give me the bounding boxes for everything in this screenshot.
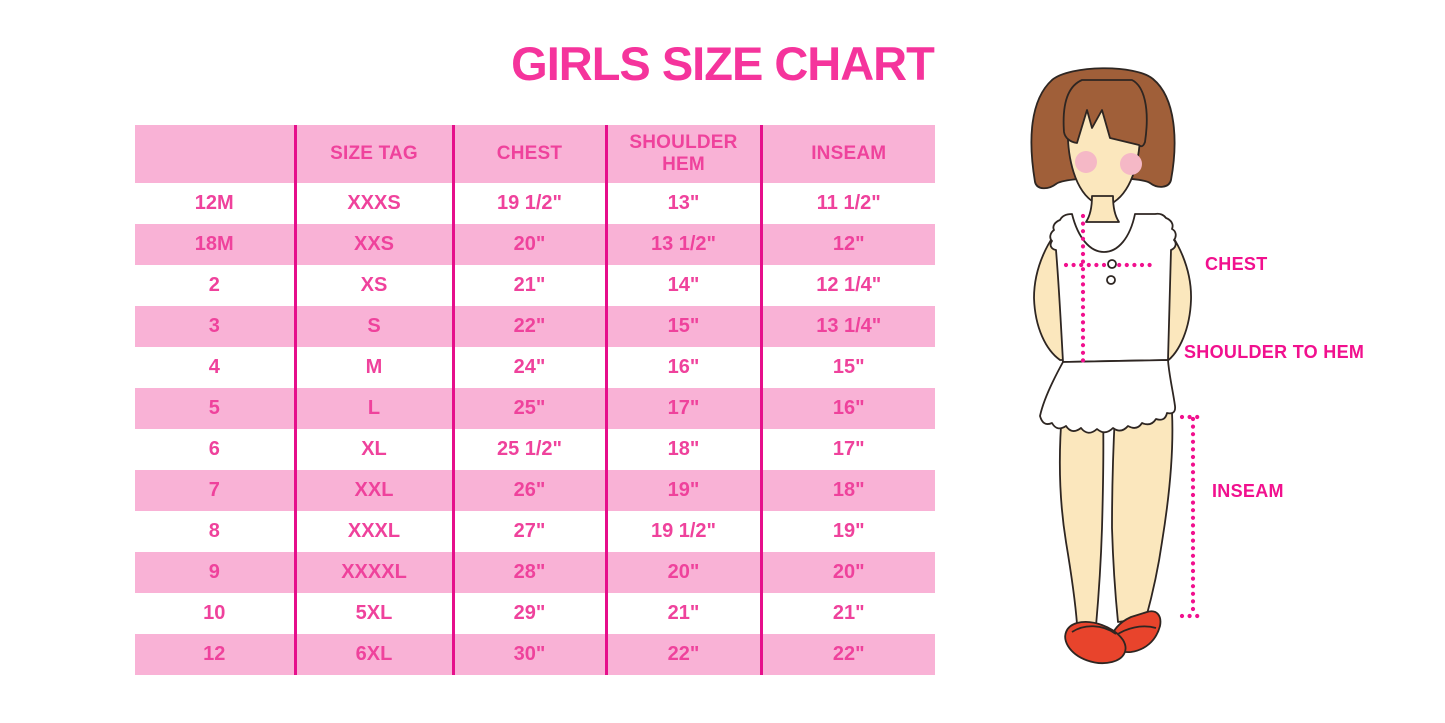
size-table-body: 12M XXXS 19 1/2" 13" 11 1/2" 18M XXS 20" 13 1/2"… [135,183,935,675]
table-cell: XXXL [293,511,453,552]
table-cell: L [293,388,453,429]
leg-left [1059,411,1105,627]
table-cell: 22" [451,306,606,347]
shoe-left-strap [1071,625,1117,635]
table-cell: 28" [451,552,606,593]
column-header: INSEAM [759,125,935,183]
table-row: 3 S 22" 15" 13 1/4" [135,306,935,347]
neck [1085,195,1120,223]
table-cell: XL [293,429,453,470]
blush-right [1120,153,1142,175]
table-cell: 17" [759,429,935,470]
table-cell: 22" [604,634,761,675]
table-cell: 20" [759,552,935,593]
table-cell: 26" [451,470,606,511]
table-cell: XXXXL [293,552,453,593]
table-cell: 5XL [293,593,453,634]
table-row: 7 XXL 26" 19" 18" [135,470,935,511]
inseam-label: INSEAM [1212,481,1284,501]
table-cell: 19 1/2" [604,511,761,552]
table-cell: 2 [135,265,295,306]
table-cell: 8 [135,511,295,552]
table-cell: 20" [451,224,606,265]
shoulder-to-hem-label: SHOULDER TO HEM [1184,342,1365,362]
table-cell: 4 [135,347,295,388]
table-cell: 18" [604,429,761,470]
table-cell: 21" [759,593,935,634]
table-cell: XXXS [293,183,453,224]
table-cell: 12M [135,183,295,224]
girl-measurement-illustration [1030,67,1206,664]
table-cell: 13" [604,183,761,224]
table-cell: 24" [451,347,606,388]
table-cell: 14" [604,265,761,306]
table-cell: 29" [451,593,606,634]
table-cell: 30" [451,634,606,675]
ruffle-skirt [1039,359,1176,434]
table-cell: XXL [293,470,453,511]
table-row: 18M XXS 20" 13 1/2" 12" [135,224,935,265]
shirt-button-top [1107,259,1117,269]
table-cell: 22" [759,634,935,675]
chest-label: CHEST [1205,254,1268,274]
table-cell: XXS [293,224,453,265]
table-cell: 16" [759,388,935,429]
table-cell: 11 1/2" [759,183,935,224]
table-cell: 25 1/2" [451,429,606,470]
table-cell: 9 [135,552,295,593]
column-header [135,125,295,183]
table-cell: S [293,306,453,347]
table-cell: 12 [135,634,295,675]
table-cell: 15" [604,306,761,347]
table-cell: 25" [451,388,606,429]
table-cell: XS [293,265,453,306]
shoe-left [1064,621,1127,664]
table-cell: 13 1/4" [759,306,935,347]
column-header: CHEST [451,125,606,183]
table-cell: 13 1/2" [604,224,761,265]
table-cell: 19" [759,511,935,552]
ruffle-top [1049,212,1177,363]
table-cell: 18M [135,224,295,265]
blush-left [1075,151,1097,173]
table-cell: 17" [604,388,761,429]
table-row: 10 5XL 29" 21" 21" [135,593,935,634]
table-cell: 6XL [293,634,453,675]
table-cell: 10 [135,593,295,634]
column-header: SHOULDER HEM [604,125,761,183]
column-header: SIZE TAG [293,125,453,183]
table-cell: M [293,347,453,388]
table-cell: 7 [135,470,295,511]
table-row: 12M XXXS 19 1/2" 13" 11 1/2" [135,183,935,224]
size-chart-table: SIZE TAG CHEST SHOULDER HEM INSEAM 12M XXXS 1… [135,125,935,675]
table-cell: 27" [451,511,606,552]
table-cell: 21" [451,265,606,306]
table-cell: 15" [759,347,935,388]
table-cell: 3 [135,306,295,347]
table-cell: 12" [759,224,935,265]
table-row: 6 XL 25 1/2" 18" 17" [135,429,935,470]
table-cell: 5 [135,388,295,429]
table-row: 9 XXXXL 28" 20" 20" [135,552,935,593]
table-row: 2 XS 21" 14" 12 1/4" [135,265,935,306]
table-row: 4 M 24" 16" 15" [135,347,935,388]
table-cell: 20" [604,552,761,593]
table-cell: 12 1/4" [759,265,935,306]
table-cell: 6 [135,429,295,470]
table-cell: 21" [604,593,761,634]
leg-right [1111,411,1174,623]
table-cell: 18" [759,470,935,511]
size-table-head-row: SIZE TAG CHEST SHOULDER HEM INSEAM [135,125,935,183]
hair-bangs [1062,79,1148,148]
table-row: 5 L 25" 17" 16" [135,388,935,429]
table-row: 8 XXXL 27" 19 1/2" 19" [135,511,935,552]
table-row: 12 6XL 30" 22" 22" [135,634,935,675]
table-cell: 19 1/2" [451,183,606,224]
shirt-button-bottom [1106,275,1116,285]
table-cell: 16" [604,347,761,388]
page-title: GIRLS SIZE CHART [511,37,935,90]
table-cell: 19" [604,470,761,511]
